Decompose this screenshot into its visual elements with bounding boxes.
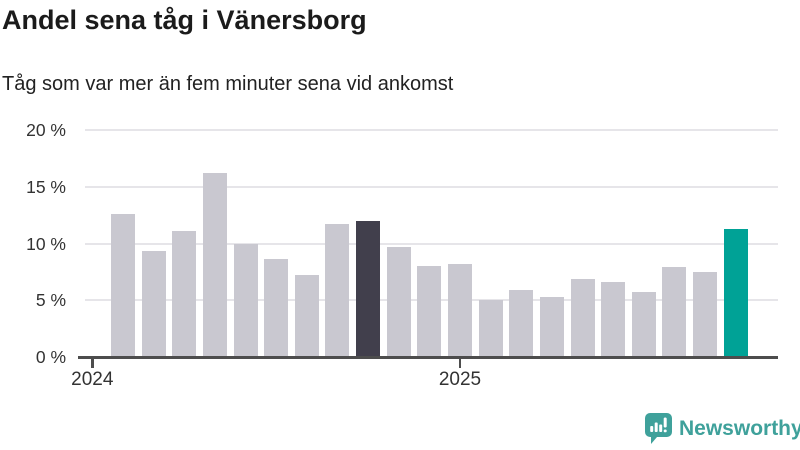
bar-2025-02	[478, 300, 503, 357]
chart-subtitle: Tåg som var mer än fem minuter sena vid …	[2, 73, 454, 95]
y-axis-label: 0 %	[35, 347, 66, 367]
y-axis-label: 20 %	[26, 120, 66, 140]
bar-2024-10	[356, 220, 381, 357]
gridline	[85, 129, 778, 131]
gridline	[85, 185, 778, 188]
chart-title: Andel sena tåg i Vänersborg	[2, 5, 367, 35]
newsworthy-bubble-chart-icon	[645, 413, 672, 444]
bar-2025-06	[601, 282, 626, 357]
bar-2024-07	[264, 259, 289, 357]
y-axis-label: 10 %	[26, 233, 66, 254]
bar-2024-06	[233, 243, 258, 357]
bar-2025-10	[723, 228, 748, 357]
x-axis-tick	[458, 358, 462, 368]
bar-2025-09	[693, 271, 718, 357]
bar-2025-04	[539, 296, 564, 357]
bar-2024-05	[202, 173, 227, 357]
bar-2024-03	[141, 251, 166, 357]
bar-2024-08	[294, 275, 319, 357]
bar-2025-03	[509, 290, 534, 357]
x-axis-tick	[91, 358, 94, 368]
bar-2025-07	[631, 292, 656, 357]
x-axis-line	[78, 356, 778, 359]
bar-2024-12	[417, 266, 442, 357]
bar-2025-01	[447, 263, 472, 357]
y-axis-label: 5 %	[35, 290, 66, 311]
bar-2025-05	[570, 278, 595, 357]
x-axis-label: 2025	[438, 369, 482, 390]
bar-2024-04	[172, 231, 197, 357]
x-axis-label: 2024	[71, 369, 114, 390]
y-axis-label: 15 %	[26, 176, 66, 197]
bar-2024-11	[386, 246, 411, 357]
newsworthy-logo: Newsworthy	[645, 413, 800, 444]
bar-2024-02	[110, 213, 135, 357]
gridline	[85, 242, 778, 245]
newsworthy-logo-text: Newsworthy	[679, 416, 800, 440]
bar-2025-08	[662, 267, 687, 357]
bar-2024-09	[325, 224, 350, 357]
